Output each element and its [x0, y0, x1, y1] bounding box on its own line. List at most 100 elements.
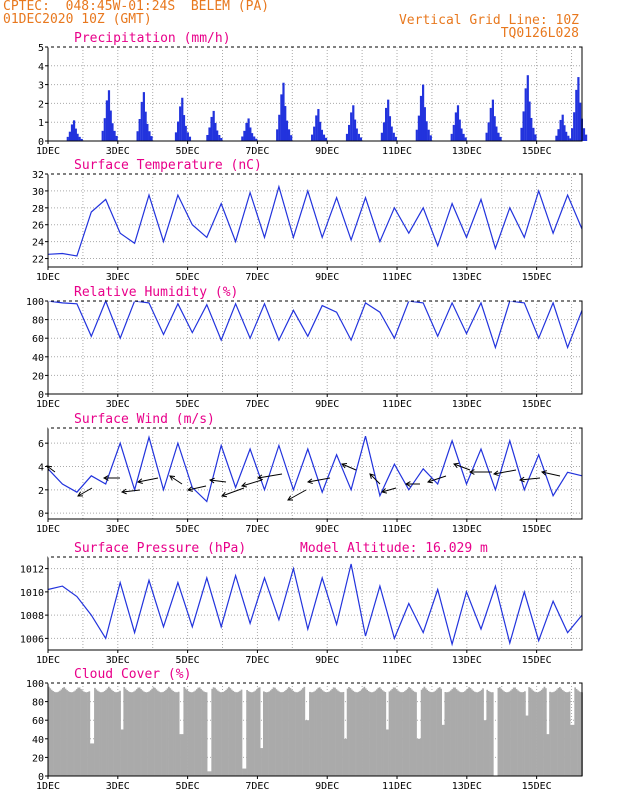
y-tick-label: 6: [38, 439, 44, 450]
cloud-bar: [272, 687, 275, 776]
cloud-bar: [413, 691, 416, 776]
precip-bar: [427, 129, 430, 141]
cloud-bar: [402, 691, 405, 776]
cloud-bar: [479, 691, 482, 776]
cloud-bar: [424, 688, 427, 776]
cloud-bar: [363, 686, 366, 776]
cloud-bar: [244, 768, 247, 776]
cloud-bar: [564, 691, 567, 776]
cloud-bar: [466, 688, 469, 776]
cloud-bar: [505, 692, 508, 776]
cloud-bar: [447, 692, 449, 776]
cloud-bar: [357, 691, 360, 776]
x-tick-label: 3DEC: [106, 781, 130, 792]
cloud-bar: [571, 724, 574, 776]
precip-bar: [489, 107, 492, 141]
cloud-bar: [323, 691, 325, 776]
cloud-bar: [469, 687, 472, 776]
wind-arrow-head: [169, 475, 176, 481]
cloud-bar: [500, 688, 503, 776]
precip-bar: [284, 106, 287, 141]
cloud-bar: [182, 734, 184, 776]
x-tick-label: 9DEC: [315, 524, 339, 535]
y-tick-label: 80: [32, 698, 44, 709]
cloud-bar: [546, 734, 549, 776]
cloud-bar: [336, 690, 339, 776]
cloud-bar: [338, 691, 341, 776]
x-tick-label: 11DEC: [382, 272, 412, 283]
precip-bar: [526, 75, 529, 141]
cloud-bar: [558, 687, 561, 776]
y-tick-label: 4: [38, 463, 44, 474]
precip-bar: [176, 121, 180, 141]
cloud-bar: [237, 691, 240, 776]
wind-arrow: [493, 469, 517, 475]
y-tick-label: 100: [26, 297, 44, 308]
cloud-bar: [64, 688, 67, 776]
y-tick-label: 1008: [20, 611, 44, 622]
x-tick-label: 15DEC: [522, 146, 552, 157]
wind-arrow-head: [453, 462, 460, 469]
precip-bar: [569, 138, 572, 141]
cloud-bar: [282, 691, 285, 776]
cloud-bar: [253, 691, 255, 776]
cloud-bar: [483, 720, 486, 776]
precip-bar: [115, 135, 118, 141]
precip-bar: [423, 107, 426, 141]
cloud-bar: [514, 687, 516, 776]
x-tick-label: 13DEC: [452, 524, 482, 535]
cloud-bar: [359, 690, 362, 776]
wind-arrow: [121, 489, 141, 493]
precip-bar: [278, 114, 281, 141]
cloud-bar: [214, 687, 216, 776]
cloud-bar: [232, 690, 234, 776]
cloud-bar: [318, 687, 321, 776]
cloud-bar: [486, 689, 489, 776]
cloud-bar: [475, 692, 477, 776]
precip-bar: [78, 136, 81, 141]
x-tick-label: 15DEC: [522, 399, 552, 410]
cloud-bar: [230, 689, 233, 776]
precip-bar: [497, 132, 500, 141]
cloud-bar: [88, 691, 91, 776]
cloud-bar: [313, 691, 315, 776]
cloud-bar: [370, 692, 373, 776]
cloud-bar: [249, 691, 251, 776]
cloud-bar: [63, 687, 66, 776]
cloud-bar: [356, 692, 359, 776]
precip-bar: [495, 126, 498, 141]
cloud-bar: [575, 688, 578, 776]
cloud-bar: [444, 692, 447, 776]
x-tick-label: 11DEC: [382, 655, 412, 666]
cloud-bar: [133, 691, 135, 776]
cloud-bar: [320, 688, 322, 776]
x-tick-label: 7DEC: [245, 399, 269, 410]
x-tick-label: 1DEC: [36, 781, 60, 792]
cloud-bar: [525, 715, 528, 776]
cloud-bar: [352, 690, 355, 776]
precip-bar: [464, 137, 467, 141]
panel-5: 0 20 40 60 80 100 1DEC 3DEC 5DEC 7DEC 9DEC 11DEC 13D…: [26, 667, 583, 792]
precip-bar: [188, 136, 192, 141]
precip-bar: [385, 107, 388, 141]
cloud-bar: [242, 768, 244, 776]
cloud-bar: [207, 771, 209, 776]
cloud-bar: [510, 690, 512, 776]
cloud-bar: [183, 686, 186, 776]
cloud-bar: [288, 686, 290, 776]
cloud-bar: [175, 692, 177, 776]
wind-arrow: [287, 489, 307, 501]
cloud-bar: [236, 692, 239, 776]
cloud-bar: [410, 689, 413, 776]
panel-title: Precipitation (mm/h): [74, 31, 231, 46]
precip-bar: [561, 114, 564, 141]
precip-bar: [140, 101, 143, 141]
cloud-bar: [240, 689, 243, 776]
cloud-bar: [201, 690, 204, 776]
precip-bar: [417, 115, 421, 141]
precip-bar: [387, 99, 390, 141]
cloud-bar: [113, 691, 116, 776]
cloud-bar: [515, 689, 518, 776]
precip-bar: [206, 134, 209, 141]
cloud-bar: [563, 691, 565, 776]
